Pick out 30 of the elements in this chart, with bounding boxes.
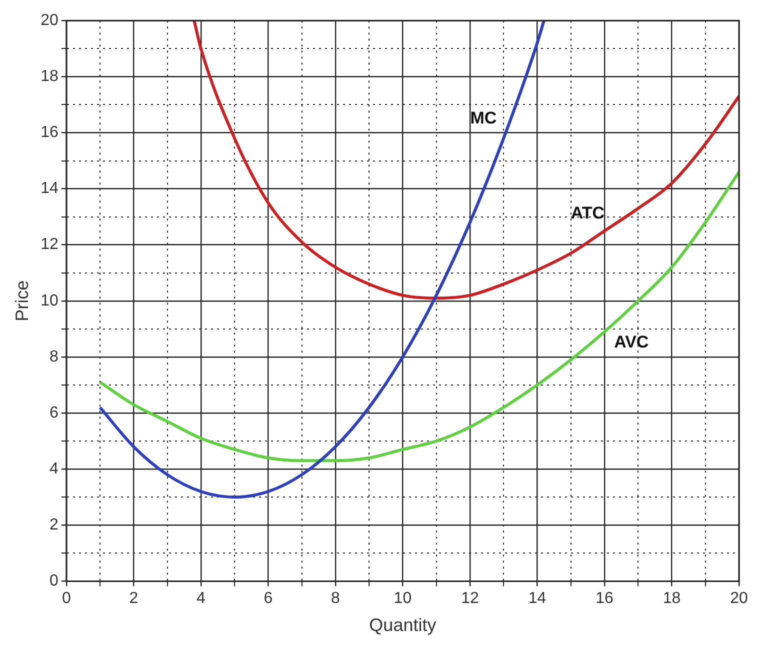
y-tick-label: 6 <box>49 404 58 422</box>
y-tick-label: 18 <box>40 68 58 86</box>
x-tick-label: 20 <box>730 590 748 608</box>
x-tick-label: 0 <box>62 590 71 608</box>
y-tick-label: 2 <box>49 516 58 534</box>
x-tick-label: 18 <box>662 590 681 608</box>
y-tick-label: 0 <box>49 572 58 590</box>
y-axis-title: Price <box>12 280 32 322</box>
x-tick-label: 14 <box>528 590 546 608</box>
series-label: ATC <box>570 204 605 223</box>
line-series <box>98 20 546 499</box>
y-tick-label: 4 <box>49 460 58 478</box>
x-axis-title: Quantity <box>369 615 436 636</box>
series-label: MC <box>470 108 497 128</box>
y-tick-label: 12 <box>40 236 58 254</box>
y-tick-label: 16 <box>40 124 58 142</box>
x-tick-label: 12 <box>461 590 479 608</box>
line-series <box>98 170 739 462</box>
y-tick-label: 10 <box>40 292 58 310</box>
line-series <box>192 20 739 300</box>
y-tick-label: 14 <box>40 180 58 198</box>
y-tick-label: 8 <box>49 348 58 366</box>
x-tick-label: 8 <box>330 590 340 608</box>
x-tick-label: 6 <box>264 590 273 608</box>
x-tick-label: 10 <box>394 590 412 608</box>
x-tick-label: 16 <box>596 590 614 608</box>
x-tick-label: 2 <box>129 590 138 608</box>
y-tick-label: 20 <box>40 12 58 30</box>
x-tick-label: 4 <box>196 590 206 608</box>
series-label: AVC <box>614 332 649 352</box>
